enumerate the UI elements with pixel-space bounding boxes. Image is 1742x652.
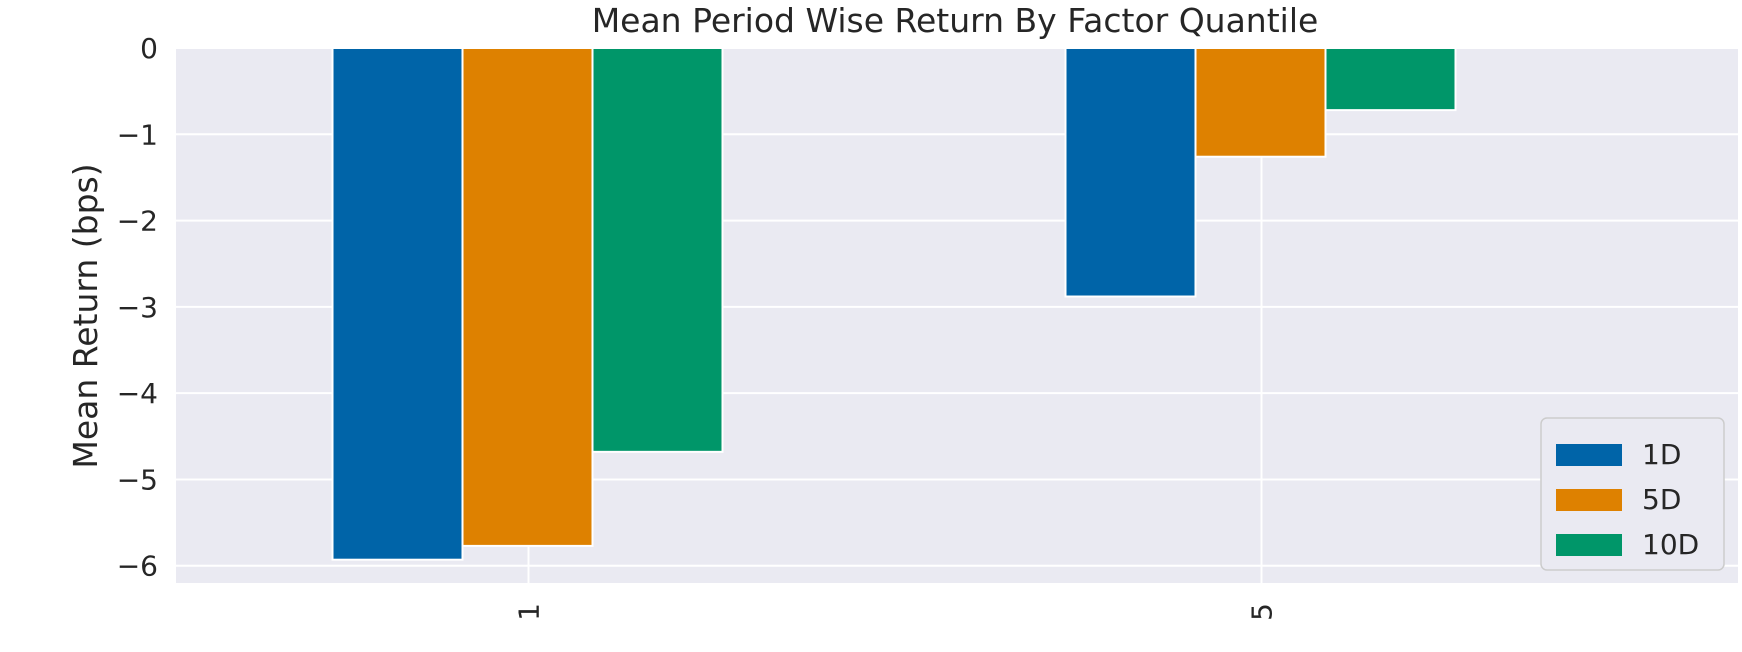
y-tick-labels: 0 −1 −2 −3 −4 −5 −6 [117,32,158,583]
bar-1D-5 [1064,47,1197,298]
y-tick-label: −5 [117,463,158,496]
legend-label-1D: 1D [1642,438,1681,471]
x-tick-label: 5 [1246,603,1279,621]
y-tick-label: 0 [140,32,158,65]
legend-swatch-10D [1556,534,1622,556]
legend-label-10D: 10D [1642,528,1699,561]
bar-5D-5 [1194,47,1327,158]
bar-10D-1 [591,47,724,453]
bar-5D-1 [461,47,594,547]
chart-title: Mean Period Wise Return By Factor Quanti… [592,1,1319,40]
bar-1D-1 [331,47,464,561]
y-tick-label: −6 [117,550,158,583]
bars [331,47,1457,561]
x-tick-label: 1 [513,603,546,621]
y-tick-label: −3 [117,291,158,324]
y-tick-label: −1 [117,118,158,151]
y-axis-label: Mean Return (bps) [66,163,105,468]
bar-10D-5 [1324,47,1457,112]
legend-label-5D: 5D [1642,483,1681,516]
legend: 1D 5D 10D [1540,417,1725,571]
legend-swatch-1D [1556,444,1622,466]
legend-swatch-5D [1556,489,1622,511]
y-tick-label: −4 [117,377,158,410]
y-tick-label: −2 [117,205,158,238]
